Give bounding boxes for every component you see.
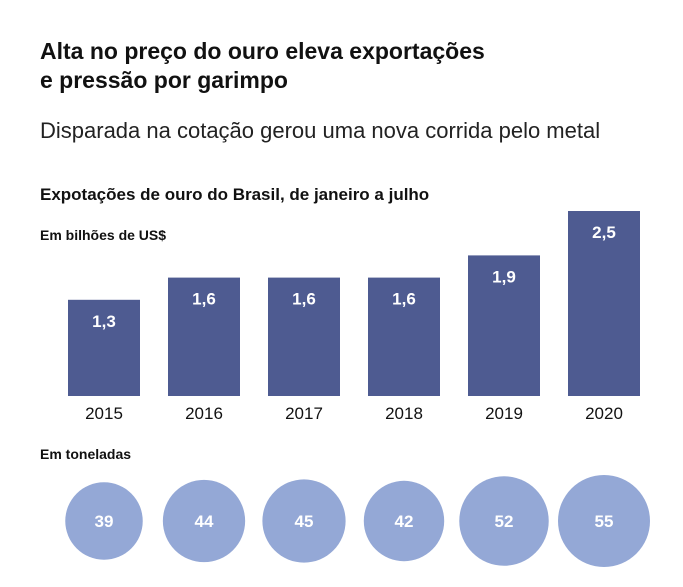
tons-chart-label: Em toneladas [40,446,132,462]
tonnage-circle-2018 [363,480,445,562]
x-tick-label-2018: 2018 [385,404,423,423]
bar-2018 [368,277,440,396]
circles-layer: 39 44 45 42 52 55 [65,475,650,567]
x-tick-label-2016: 2016 [185,404,223,423]
x-tick-label-2015: 2015 [85,404,123,423]
bar-2017 [268,277,340,396]
bar-value-label-2020: 2,5 [592,223,616,242]
tonnage-value-label-2020: 55 [595,512,614,531]
bar-chart-unit-label: Em bilhões de US$ [40,227,167,243]
bar-2015 [68,299,140,396]
title-line-1: Alta no preço do ouro eleva exportações [40,38,485,64]
tonnage-circle-2019 [459,476,549,566]
x-tick-label-2020: 2020 [585,404,623,423]
title-line-2: e pressão por garimpo [40,67,288,93]
page-title: Alta no preço do ouro eleva exportações … [40,37,660,95]
page-subtitle: Disparada na cotação gerou uma nova corr… [40,118,601,143]
bar-value-label-2018: 1,6 [392,290,416,309]
bar-value-label-2015: 1,3 [92,312,116,331]
bar-value-label-2017: 1,6 [292,290,316,309]
bars-layer: 1,3 2015 1,6 2016 1,6 2017 1,6 2018 1,9 2019 2,5 20… [68,211,640,423]
bar-value-label-2019: 1,9 [492,267,516,286]
bar-value-label-2016: 1,6 [192,290,216,309]
tonnage-circle-2017 [262,479,346,563]
tonnage-value-label-2018: 42 [395,512,414,531]
tonnage-circle-2016 [162,479,246,563]
tonnage-circle-2015 [65,482,143,560]
bar-2019 [468,255,540,396]
x-tick-label-2017: 2017 [285,404,323,423]
tonnage-value-label-2019: 52 [495,512,514,531]
tonnage-value-label-2016: 44 [195,512,214,531]
bar-2016 [168,277,240,396]
tonnage-circle-2020 [558,475,650,567]
tonnage-value-label-2015: 39 [95,512,114,531]
tonnage-value-label-2017: 45 [295,512,314,531]
bar-chart-title: Expotações de ouro do Brasil, de janeiro… [40,185,430,204]
x-tick-label-2019: 2019 [485,404,523,423]
bar-2020 [568,211,640,396]
